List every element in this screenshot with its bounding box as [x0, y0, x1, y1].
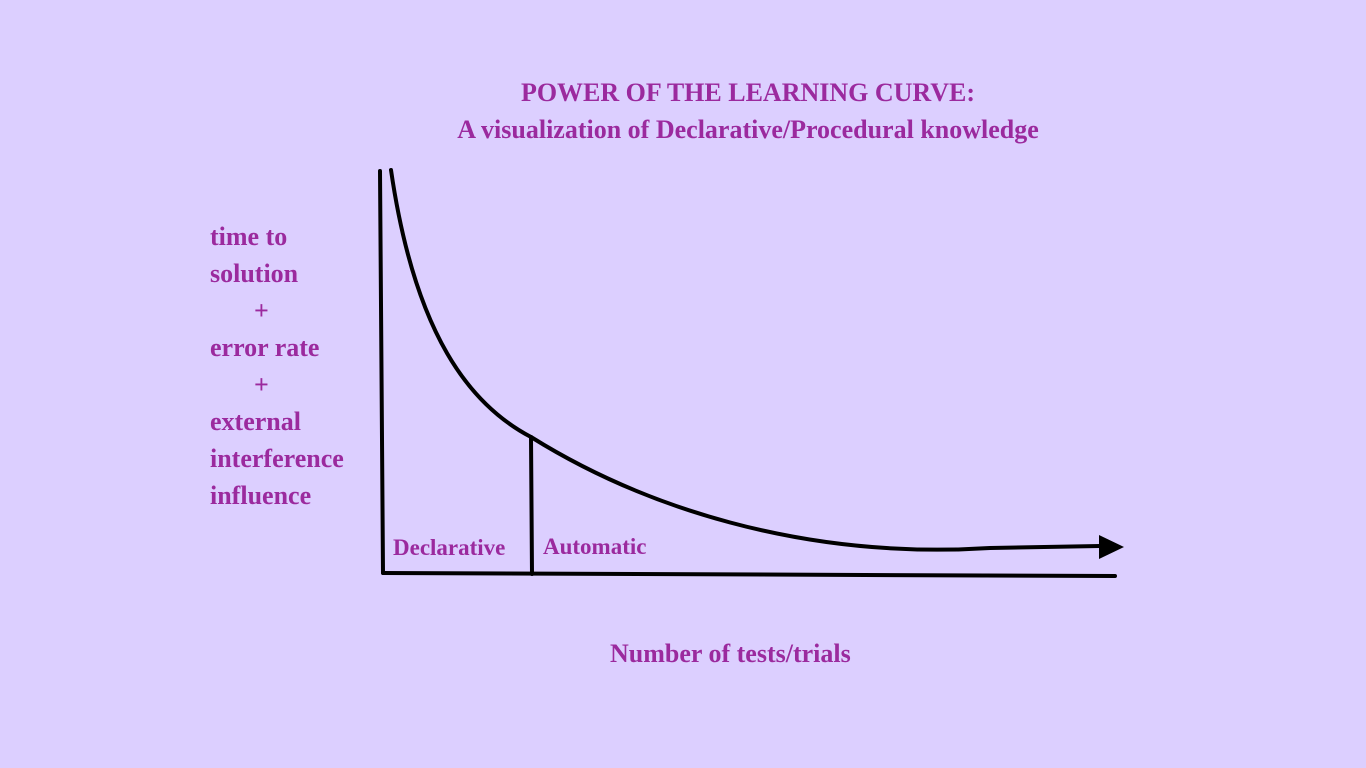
y-label-interference: interference [210, 444, 344, 473]
y-label-influence: influence [210, 481, 312, 510]
x-axis-label: Number of tests/trials [610, 639, 851, 668]
y-label-time-to: time to [210, 222, 288, 251]
y-label-plus-2: + [254, 370, 269, 399]
title-line-2: A visualization of Declarative/Procedura… [457, 115, 1039, 144]
title-line-1: POWER OF THE LEARNING CURVE: [520, 78, 976, 107]
y-label-plus-1: + [254, 296, 269, 325]
y-label-external: external [210, 407, 301, 436]
region-label-declarative: Declarative [393, 535, 506, 560]
y-label-solution: solution [210, 259, 299, 288]
region-label-automatic: Automatic [543, 534, 647, 559]
y-axis-line [378, 169, 385, 575]
phase-divider-line [529, 435, 534, 576]
learning-curve-line [389, 168, 1102, 552]
y-label-error-rate: error rate [210, 333, 320, 362]
curve-arrowhead [1099, 535, 1124, 559]
x-axis-line [381, 571, 1117, 578]
diagram-title: POWER OF THE LEARNING CURVE: A visualiza… [0, 74, 1366, 148]
y-axis-label: time to solution + error rate + external… [210, 218, 344, 514]
